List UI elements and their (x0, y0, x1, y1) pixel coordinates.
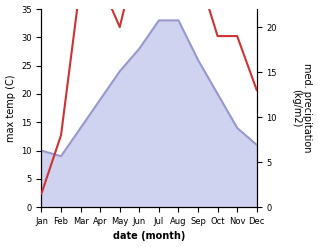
Y-axis label: med. precipitation
(kg/m2): med. precipitation (kg/m2) (291, 63, 313, 153)
Y-axis label: max temp (C): max temp (C) (5, 74, 16, 142)
X-axis label: date (month): date (month) (113, 231, 185, 242)
